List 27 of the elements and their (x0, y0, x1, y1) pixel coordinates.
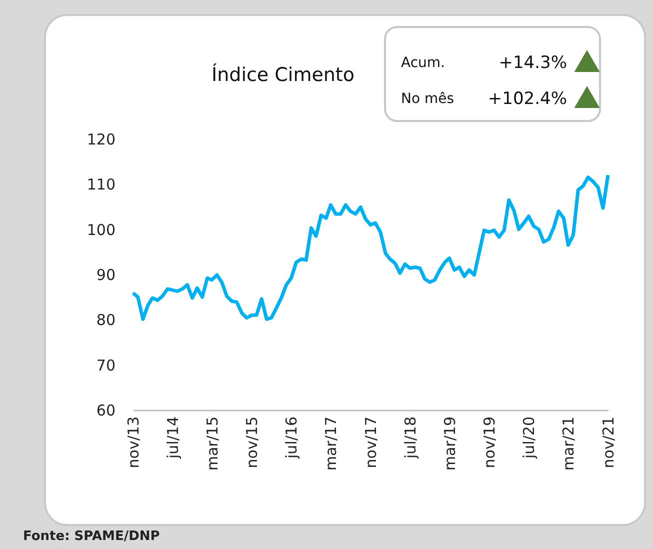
y-tick-label: 80 (96, 311, 116, 330)
y-tick-label: 70 (96, 356, 116, 374)
y-tick-label: 60 (96, 402, 116, 420)
text: +102.4% (488, 89, 567, 109)
x-tick-label: nov/13 (124, 416, 142, 468)
x-tick-label: jul/16 (282, 416, 301, 460)
y-tick-label: 90 (96, 266, 116, 284)
x-tick-label: nov/17 (362, 416, 380, 468)
line-series (131, 173, 610, 321)
y-tick-label: 110 (86, 176, 116, 194)
source-note: Fonte: SPAME/DNP (23, 529, 160, 544)
chart-title: Índice Cimento (211, 63, 355, 86)
x-tick-label: jul/20 (520, 416, 538, 460)
x-tick-label: nov/15 (243, 416, 262, 468)
x-tick-label: mar/19 (440, 416, 459, 471)
x-tick-label: nov/21 (600, 416, 618, 468)
x-tick-label: jul/14 (164, 416, 182, 460)
text: +14.3% (498, 53, 567, 73)
y-tick-label: 120 (86, 130, 116, 148)
text: Acum. (401, 55, 445, 71)
text: No mês (401, 91, 454, 107)
x-tick-label: mar/21 (560, 416, 578, 471)
x-tick-label: jul/18 (401, 416, 420, 460)
x-tick-label: mar/17 (322, 416, 340, 471)
x-tick-label: nov/19 (480, 416, 499, 468)
y-tick-label: 100 (86, 220, 116, 239)
x-tick-label: mar/15 (203, 416, 222, 471)
